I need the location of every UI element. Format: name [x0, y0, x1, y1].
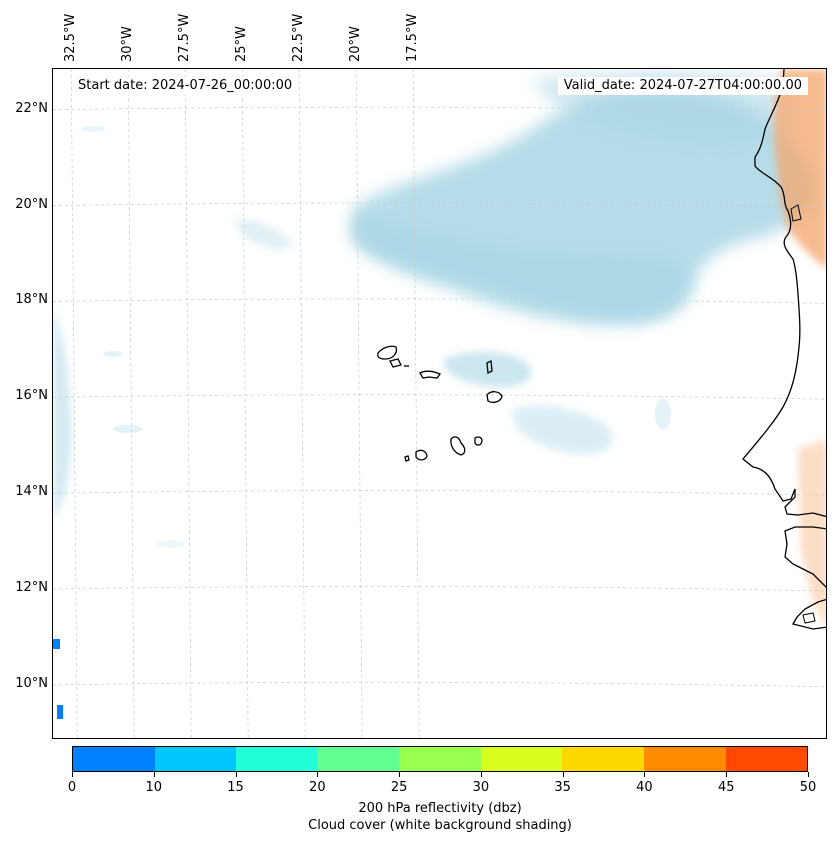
colorbar-tick [562, 772, 564, 777]
island-fogo [415, 449, 428, 461]
reflectivity-patch-2 [57, 705, 63, 719]
parallel-line [53, 681, 826, 688]
cloud-blob-1 [113, 425, 143, 433]
colorbar-label: 200 hPa reflectivity (dbz) [358, 801, 522, 816]
longitude-label: 32.5°W [63, 13, 79, 62]
parallel-line [53, 202, 826, 208]
colorbar-tick-label: 25 [390, 780, 408, 795]
colorbar-tick [808, 772, 809, 777]
land-shading [773, 69, 826, 627]
latitude-label: 12°N [15, 580, 48, 596]
map-panel [52, 68, 827, 739]
longitude-label: 17.5°W [405, 13, 421, 62]
colorbar-tick-label: 10 [145, 780, 163, 795]
colorbar-tick [235, 772, 237, 777]
cloud-cover-shading [53, 71, 815, 548]
colorbar-tick-label: 35 [554, 780, 571, 795]
colorbar-tick-label: 30 [472, 780, 490, 795]
colorbar-segment [725, 747, 808, 771]
colorbar-tick [644, 772, 646, 777]
latitude-label: 22°N [15, 100, 48, 116]
longitude-label: 25°W [234, 26, 250, 62]
parallel-line [53, 586, 826, 592]
colorbar [72, 746, 808, 772]
start-date-label: Start date: 2024-07-26_00:00:00 [72, 77, 299, 95]
african-coastline [742, 69, 826, 630]
colorbar-segment [480, 747, 563, 771]
island-sao-nicolau [419, 370, 442, 379]
meridian-line [184, 69, 192, 738]
parallel-line [53, 394, 826, 400]
colorbar-tick [72, 772, 73, 777]
colorbar-tick-label: 0 [67, 780, 77, 795]
meridian-line [355, 69, 363, 738]
reflectivity-patches [53, 639, 63, 719]
colorbar-segment [562, 747, 644, 771]
cloud-west-edge [53, 309, 72, 519]
colorbar-tick [399, 772, 401, 777]
longitude-label: 20°W [348, 26, 364, 62]
island-maio [474, 436, 483, 446]
meridian-line [298, 69, 306, 738]
cloud-blob-3 [81, 126, 105, 132]
longitude-label: 27.5°W [177, 13, 193, 62]
meridian-line [412, 69, 420, 738]
island-sao-vicente [389, 358, 402, 368]
reflectivity-patch-1 [53, 639, 60, 649]
cloud-west-streak [233, 218, 293, 250]
graticule [53, 69, 826, 738]
cloud-band-main [353, 214, 695, 325]
cloud-blob-5 [157, 540, 185, 548]
latitude-label: 16°N [15, 388, 48, 404]
meridian-line [241, 69, 249, 738]
island-santiago [450, 436, 466, 456]
parallel-line [53, 106, 826, 113]
island-brava [404, 455, 410, 462]
parallel-line [53, 490, 826, 496]
colorbar-segment [154, 747, 237, 771]
meridian-line [127, 69, 135, 738]
colorbar-sublabel: Cloud cover (white background shading) [308, 818, 572, 833]
coast-islet-1 [790, 204, 802, 222]
parallel-line [53, 298, 826, 304]
cloud-blob-4 [655, 398, 671, 430]
latitude-label: 18°N [15, 292, 48, 308]
meridian-line [70, 69, 78, 738]
map-canvas [53, 69, 826, 738]
colorbar-segment [73, 747, 155, 771]
colorbar-segment [643, 747, 726, 771]
latitude-label: 10°N [15, 675, 48, 691]
colorbar-segment [236, 747, 318, 771]
colorbar-tick [153, 772, 155, 777]
island-sal [486, 359, 493, 375]
colorbar-tick [317, 772, 319, 777]
island-santo-antao [377, 345, 398, 360]
latitude-label: 14°N [15, 484, 48, 500]
colorbar-segment [399, 747, 481, 771]
valid-date-label: Valid_date: 2024-07-27T04:00:00.00 [557, 77, 808, 95]
coast-islet-2 [802, 612, 816, 624]
colorbar-tick-label: 50 [799, 780, 817, 795]
colorbar-tick-label: 40 [636, 780, 653, 795]
colorbar-tick [480, 772, 482, 777]
cloud-south-streak [512, 405, 614, 455]
land-shade-north [773, 69, 826, 268]
colorbar-tick [726, 772, 728, 777]
longitude-label: 30°W [120, 26, 136, 62]
cape-verde-islands [377, 345, 503, 462]
island-boa-vista [486, 391, 503, 403]
latitude-label: 20°N [15, 196, 48, 212]
longitude-label: 22.5°W [291, 13, 307, 62]
colorbar-tick-label: 45 [717, 780, 735, 795]
colorbar-segment [317, 747, 400, 771]
colorbar-tick-label: 15 [227, 780, 244, 795]
cloud-blob-2 [103, 351, 123, 357]
colorbar-tick-label: 20 [309, 780, 326, 795]
